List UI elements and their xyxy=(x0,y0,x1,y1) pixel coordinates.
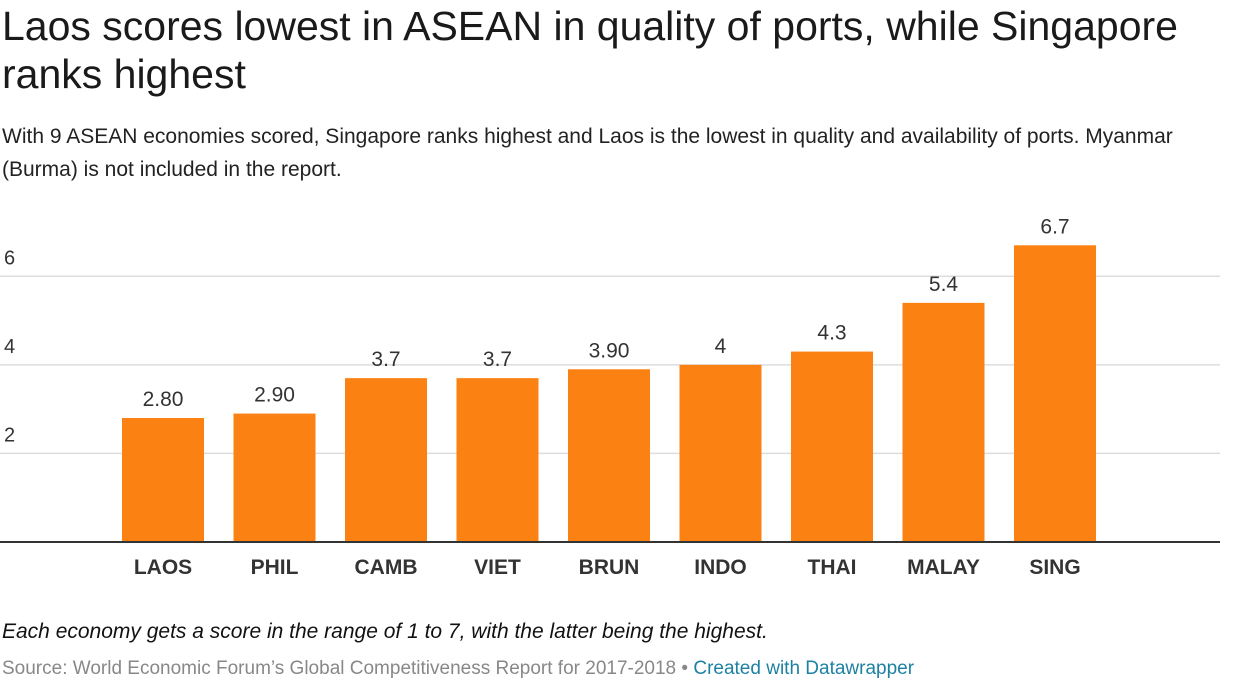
value-label-brun: 3.90 xyxy=(589,339,630,362)
bar-thai xyxy=(791,351,873,542)
y-tick-label-2: 2 xyxy=(4,424,15,446)
category-label-camb: CAMB xyxy=(355,556,418,579)
chart-note: Each economy gets a score in the range o… xyxy=(2,620,768,643)
chart-subtitle: With 9 ASEAN economies scored, Singapore… xyxy=(2,125,1173,181)
category-label-thai: THAI xyxy=(808,556,857,579)
source-line: Source: World Economic Forum’s Global Co… xyxy=(2,658,914,680)
bar-chart: 2 4 6 2.80 LAOS 2.90 PHIL 3.7 CAMB 3.7 VIET 3.90 BRU… xyxy=(0,215,1220,579)
labels: 2 4 6 2.80 LAOS 2.90 PHIL 3.7 CAMB 3.7 VIET 3.90 BRU… xyxy=(0,215,1220,579)
chart-title: Laos scores lowest in ASEAN in quality o… xyxy=(2,3,1178,97)
bar-phil xyxy=(233,413,316,542)
bar-viet xyxy=(456,378,539,542)
category-label-brun: BRUN xyxy=(579,556,640,579)
y-tick-label-4: 4 xyxy=(4,336,15,358)
value-label-malay: 5.4 xyxy=(929,273,959,296)
category-label-viet: VIET xyxy=(474,556,521,579)
bar-sing xyxy=(1014,245,1096,542)
bar-laos xyxy=(122,418,204,542)
value-label-indo: 4 xyxy=(715,335,727,358)
category-label-laos: LAOS xyxy=(134,556,192,579)
bar-indo xyxy=(679,364,762,542)
value-label-viet: 3.7 xyxy=(483,348,512,371)
value-label-thai: 4.3 xyxy=(817,322,846,345)
value-label-camb: 3.7 xyxy=(371,348,400,371)
datawrapper-credit-link[interactable]: Created with Datawrapper xyxy=(693,658,915,679)
bar-camb xyxy=(345,378,427,542)
value-label-phil: 2.90 xyxy=(254,384,295,407)
category-label-sing: SING xyxy=(1029,556,1080,579)
category-label-indo: INDO xyxy=(694,556,747,579)
value-label-laos: 2.80 xyxy=(143,388,184,411)
bar-brun xyxy=(568,369,650,542)
bar-malay xyxy=(902,302,985,542)
y-tick-label-6: 6 xyxy=(4,247,15,269)
category-label-malay: MALAY xyxy=(907,556,980,579)
category-label-phil: PHIL xyxy=(251,556,299,579)
bars xyxy=(122,245,1096,542)
source-text: Source: World Economic Forum’s Global Co… xyxy=(2,658,677,679)
value-label-sing: 6.7 xyxy=(1040,215,1069,238)
source-separator: • xyxy=(681,658,689,679)
